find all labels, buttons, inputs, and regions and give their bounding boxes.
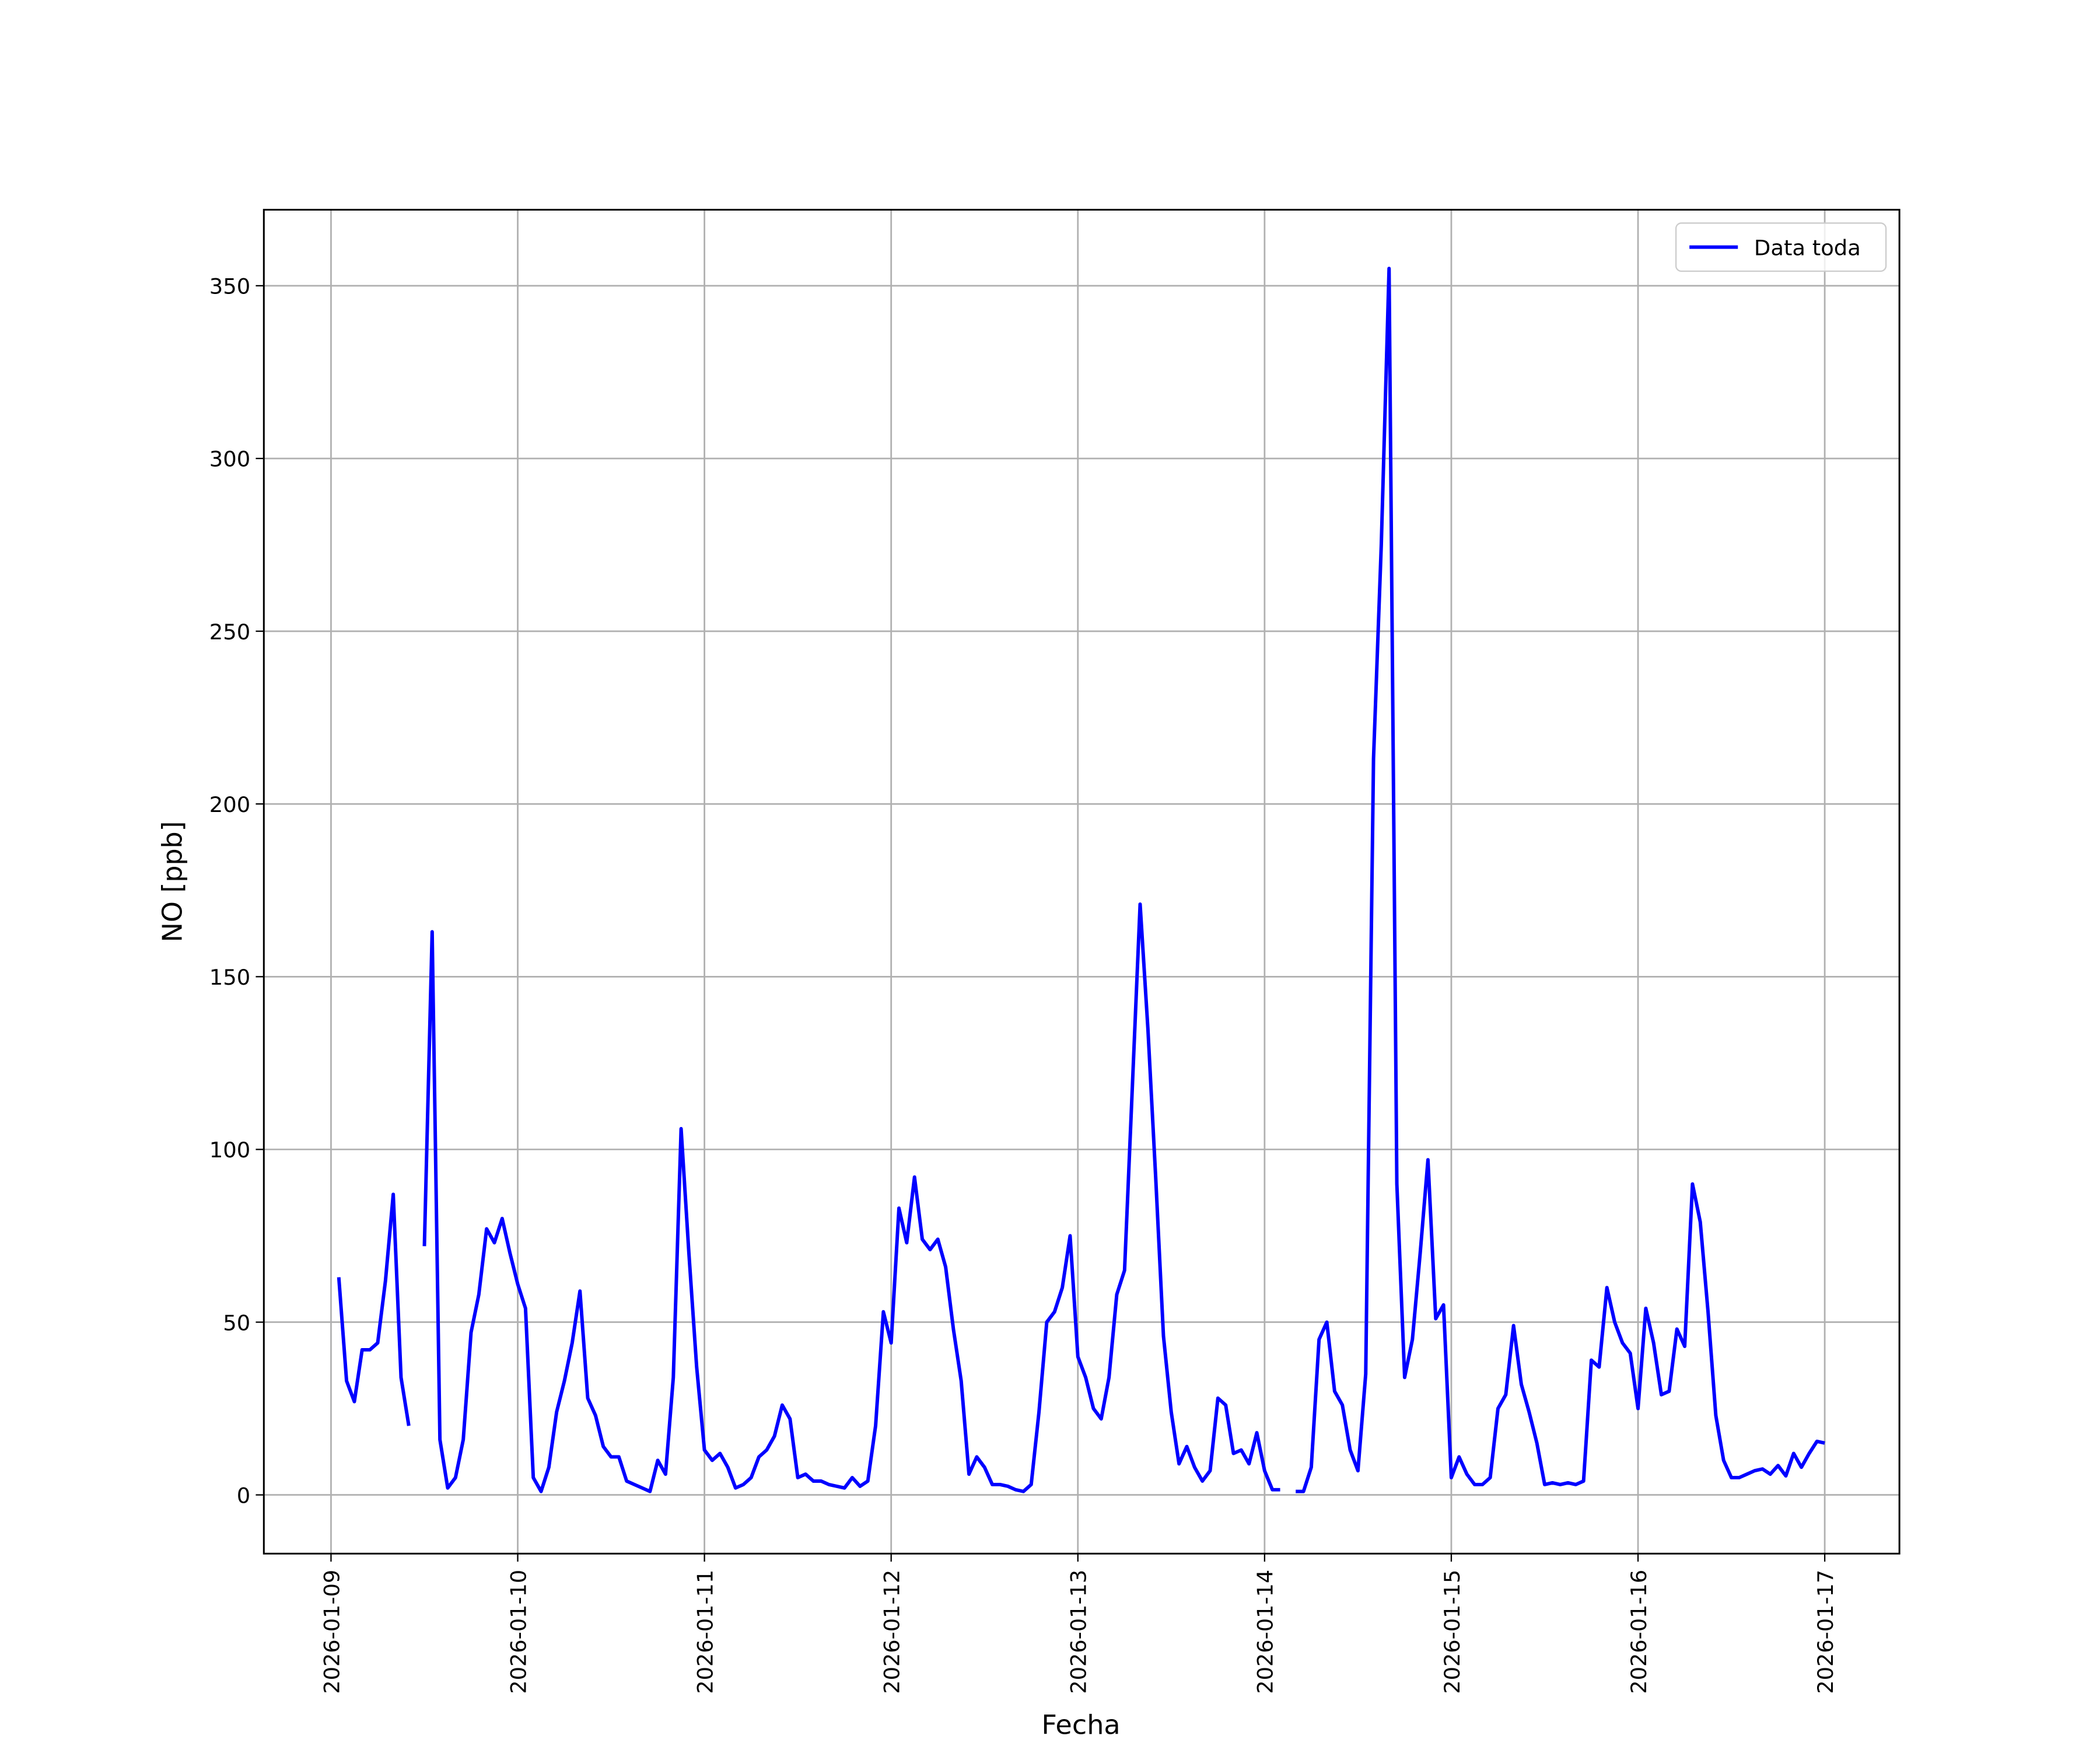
y-tick-label: 300 [209,447,250,472]
legend-label: Data toda [1754,236,1861,261]
y-tick-label: 150 [209,965,250,990]
grid [264,209,1900,1554]
y-tick-label: 350 [209,274,250,299]
x-tick-label: 2026-01-14 [1253,1570,1278,1694]
axes-frame [262,209,1901,1555]
x-tick-label: 2026-01-10 [506,1570,531,1694]
x-tick-label: 2026-01-11 [692,1570,718,1694]
y-tick-label: 0 [237,1483,250,1508]
y-tick-label: 50 [223,1310,250,1335]
y-tick-label: 200 [209,792,250,817]
x-tick-label: 2026-01-16 [1626,1570,1651,1694]
x-tick-label: 2026-01-09 [319,1570,344,1694]
y-tick-label: 250 [209,620,250,645]
legend-box [1675,222,1887,272]
data-line [337,267,1825,1493]
x-tick-label: 2026-01-12 [879,1570,904,1694]
x-tick-label: 2026-01-15 [1440,1570,1465,1694]
y-tick-label: 100 [209,1138,250,1163]
y-axis-label: NO [ppb] [156,821,188,943]
plot-area [337,267,1825,1493]
x-axis-label: Fecha [1041,1709,1120,1741]
x-tick-label: 2026-01-17 [1813,1570,1838,1694]
x-tick-label: 2026-01-13 [1066,1570,1091,1694]
